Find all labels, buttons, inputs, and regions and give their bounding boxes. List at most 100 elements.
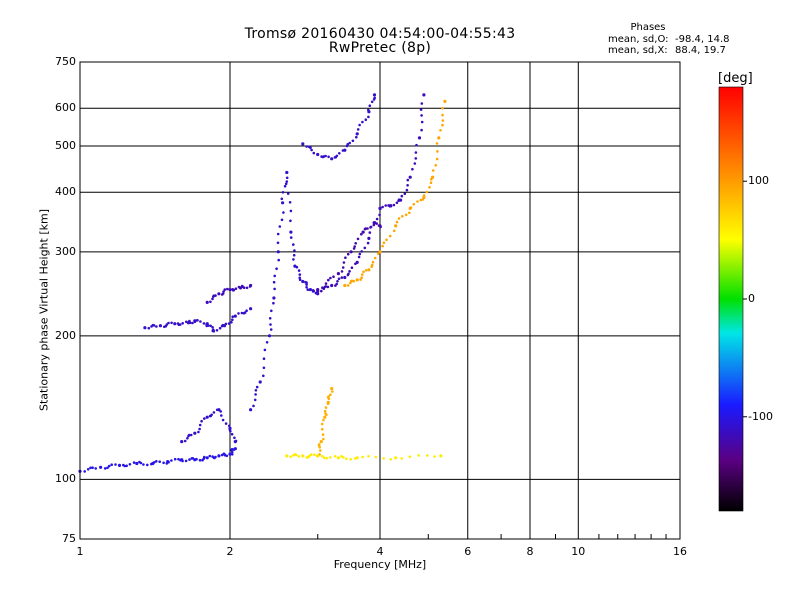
data-point (301, 142, 305, 146)
data-point (280, 218, 284, 222)
data-point (343, 275, 347, 280)
data-point (268, 317, 272, 320)
data-point (248, 285, 252, 288)
data-point (323, 415, 327, 419)
data-point (360, 273, 364, 276)
data-point (330, 387, 334, 391)
data-point (412, 203, 416, 206)
stats-o-values: -98.4, 14.8 (675, 34, 730, 45)
x-tick-label: 6 (464, 545, 472, 558)
data-point (359, 278, 362, 281)
data-point (170, 321, 173, 325)
data-point (360, 232, 363, 236)
y-tick-label: 400 (55, 185, 76, 199)
data-point (152, 324, 156, 327)
data-point (272, 280, 276, 284)
data-point (221, 418, 225, 422)
data-point (285, 176, 289, 180)
data-point (177, 457, 180, 461)
x-tick-label: 4 (376, 545, 384, 558)
data-point (230, 432, 234, 436)
data-point (341, 149, 345, 152)
data-point (314, 291, 318, 295)
data-point (362, 270, 365, 274)
data-point (309, 146, 312, 149)
data-point (227, 322, 231, 325)
data-point (278, 225, 282, 228)
data-point (208, 454, 212, 458)
data-point (142, 463, 145, 466)
data-point (408, 455, 412, 459)
data-point (346, 252, 350, 256)
data-point (228, 288, 232, 292)
data-point (414, 151, 418, 154)
data-point (351, 139, 355, 143)
data-point (429, 181, 433, 184)
x-tick-label: 10 (571, 545, 586, 558)
data-point (298, 278, 302, 282)
data-point (228, 452, 232, 456)
data-point (397, 217, 401, 220)
data-point (349, 250, 353, 254)
data-point (313, 453, 316, 457)
x-tick-label: 16 (673, 545, 687, 558)
y-tick-label: 200 (55, 328, 76, 342)
chart-subtitle: RwPretec (8p) (328, 40, 432, 56)
data-point (426, 454, 429, 457)
data-point (340, 270, 344, 273)
data-point (397, 198, 401, 201)
data-point (441, 107, 444, 110)
data-point (289, 236, 293, 239)
data-point (155, 460, 158, 463)
data-point (329, 456, 332, 459)
data-point (355, 132, 359, 136)
plot-frame (79, 61, 681, 540)
data-point (181, 459, 184, 463)
data-point (335, 154, 339, 158)
data-point (269, 328, 273, 331)
data-point (357, 255, 361, 259)
data-point (183, 439, 187, 443)
data-point (205, 415, 209, 419)
data-point (403, 192, 407, 195)
data-point (155, 325, 158, 328)
data-point (392, 229, 396, 233)
data-point (180, 440, 184, 444)
data-point (433, 455, 436, 458)
y-tick-label: 300 (55, 244, 76, 258)
data-point (435, 157, 439, 161)
data-point (224, 322, 228, 326)
data-point (395, 201, 399, 205)
data-point (352, 279, 356, 283)
data-point (373, 256, 377, 260)
x-tick-label: 2 (226, 545, 234, 558)
data-point (203, 417, 206, 420)
data-point (269, 323, 272, 326)
data-point (249, 307, 253, 311)
data-point (220, 414, 223, 417)
data-point (434, 164, 438, 167)
colorbar-tick-label: -100 (748, 409, 773, 423)
data-point (431, 175, 435, 179)
data-point (231, 318, 234, 322)
data-point (425, 190, 429, 194)
data-point (400, 457, 404, 460)
data-point (394, 224, 398, 228)
data-point (209, 324, 212, 328)
data-point (230, 450, 234, 454)
data-point (222, 290, 225, 293)
data-point (324, 412, 327, 415)
data-point (305, 286, 308, 289)
data-point (342, 456, 345, 459)
data-point (343, 283, 347, 288)
data-point (254, 393, 257, 396)
data-point (323, 409, 327, 413)
data-point (178, 323, 182, 326)
data-point (441, 119, 445, 122)
data-point (385, 238, 388, 242)
data-point (422, 93, 426, 97)
data-point (320, 422, 324, 426)
data-point (422, 194, 426, 197)
data-point (355, 278, 359, 282)
